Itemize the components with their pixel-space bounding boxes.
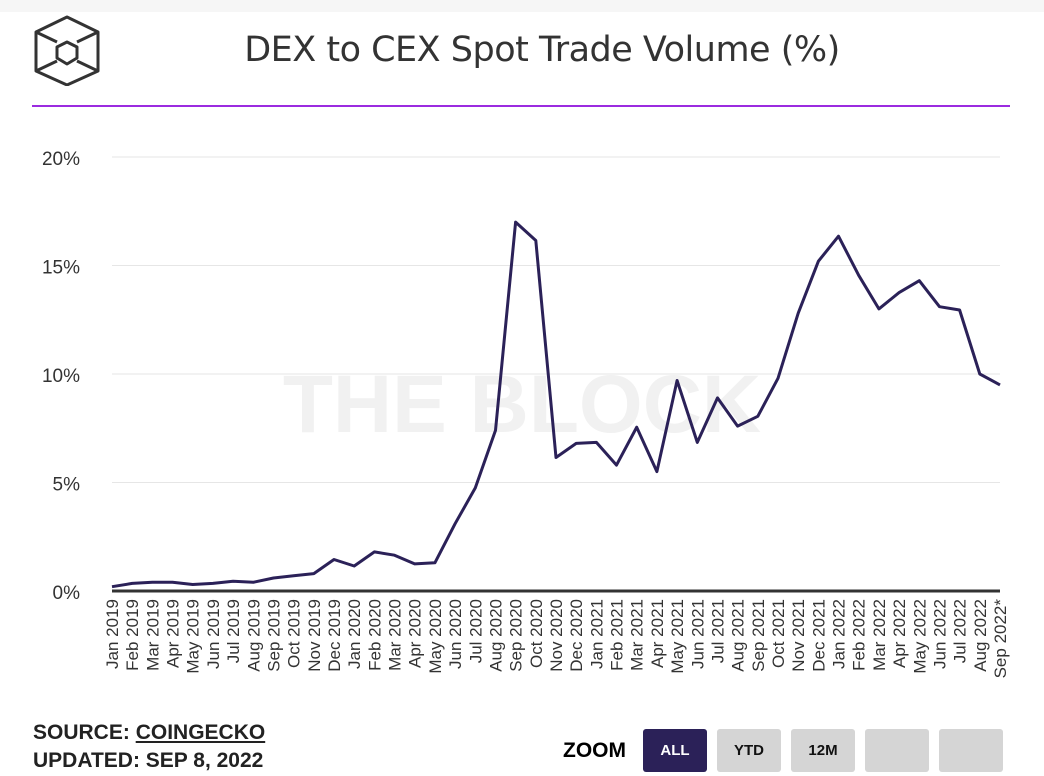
- updated-line: UPDATED: SEP 8, 2022: [33, 749, 263, 773]
- y-tick-label: 5%: [53, 475, 81, 496]
- x-tick-label: Mar 2020: [386, 599, 405, 671]
- zoom-blank-button-1[interactable]: [865, 729, 929, 772]
- x-tick-label: Jun 2020: [446, 599, 465, 669]
- y-tick-label: 0%: [53, 583, 81, 604]
- updated-date: SEP 8, 2022: [145, 749, 264, 772]
- x-tick-label: Feb 2020: [365, 599, 384, 671]
- x-tick-label: Apr 2019: [164, 599, 183, 668]
- top-bar: [0, 0, 1044, 12]
- x-tick-label: Mar 2022: [870, 599, 889, 671]
- y-tick-label: 15%: [42, 258, 80, 279]
- x-tick-label: Aug 2021: [729, 599, 748, 672]
- y-tick-label: 10%: [42, 366, 80, 387]
- chart-title: DEX to CEX Spot Trade Volume (%): [244, 30, 840, 70]
- x-tick-label: Jan 2020: [345, 599, 364, 669]
- x-tick-label: Apr 2022: [890, 599, 909, 668]
- x-tick-label: Jul 2022: [951, 599, 970, 663]
- the-block-logo-icon: [34, 15, 100, 86]
- x-tick-label: Jun 2022: [930, 599, 949, 669]
- x-tick-label: Nov 2021: [789, 599, 808, 672]
- x-tick-label: Feb 2021: [608, 599, 627, 671]
- data-points: [111, 222, 1001, 587]
- title-divider: [32, 105, 1010, 107]
- x-tick-label: Jan 2019: [103, 599, 122, 669]
- x-tick-label: Sep 2019: [264, 599, 283, 672]
- updated-label: UPDATED:: [33, 749, 140, 772]
- x-tick-label: Feb 2022: [850, 599, 869, 671]
- x-tick-label: Feb 2019: [123, 599, 142, 671]
- y-tick-label: 20%: [42, 149, 80, 170]
- x-tick-label: Aug 2019: [244, 599, 263, 672]
- x-tick-label: Sep 2020: [507, 599, 526, 672]
- x-tick-label: May 2021: [668, 599, 687, 674]
- x-tick-label: Jun 2021: [688, 599, 707, 669]
- zoom-12m-button[interactable]: 12M: [791, 729, 855, 772]
- x-tick-label: Oct 2019: [285, 599, 304, 668]
- x-tick-label: May 2020: [426, 599, 445, 674]
- x-tick-label: Jan 2021: [587, 599, 606, 669]
- x-tick-label: May 2019: [184, 599, 203, 674]
- x-tick-label: Nov 2019: [305, 599, 324, 672]
- source-line: SOURCE: COINGECKO: [33, 721, 265, 745]
- x-tick-label: Jan 2022: [830, 599, 849, 669]
- x-tick-label: Dec 2019: [325, 599, 344, 672]
- x-tick-label: Aug 2020: [486, 599, 505, 672]
- x-tick-label: Sep 2022*: [991, 599, 1010, 679]
- x-tick-label: Sep 2021: [749, 599, 768, 672]
- x-tick-label: Nov 2020: [547, 599, 566, 672]
- x-tick-label: Mar 2021: [628, 599, 647, 671]
- x-tick-label: Apr 2020: [406, 599, 425, 668]
- x-tick-label: Oct 2020: [527, 599, 546, 668]
- zoom-blank-button-2[interactable]: [939, 729, 1003, 772]
- zoom-label: ZOOM: [563, 739, 626, 762]
- x-tick-label: Dec 2020: [567, 599, 586, 672]
- x-tick-label: Aug 2022: [971, 599, 990, 672]
- x-tick-label: Jul 2021: [708, 599, 727, 663]
- zoom-all-button[interactable]: ALL: [643, 729, 707, 772]
- x-tick-label: May 2022: [910, 599, 929, 674]
- x-tick-label: Jul 2020: [466, 599, 485, 663]
- zoom-ytd-button[interactable]: YTD: [717, 729, 781, 772]
- source-label: SOURCE:: [33, 721, 130, 744]
- x-tick-label: Apr 2021: [648, 599, 667, 668]
- x-tick-label: Jun 2019: [204, 599, 223, 669]
- source-link[interactable]: COINGECKO: [135, 721, 266, 744]
- watermark: THE BLOCK: [283, 359, 761, 450]
- x-tick-label: Jul 2019: [224, 599, 243, 663]
- x-tick-label: Oct 2021: [769, 599, 788, 668]
- x-tick-label: Mar 2019: [143, 599, 162, 671]
- line-chart: THE BLOCK 0% 5% 10% 15% 20% Jan 2019 Feb 2019…: [42, 149, 1010, 679]
- x-tick-label: Dec 2021: [809, 599, 828, 672]
